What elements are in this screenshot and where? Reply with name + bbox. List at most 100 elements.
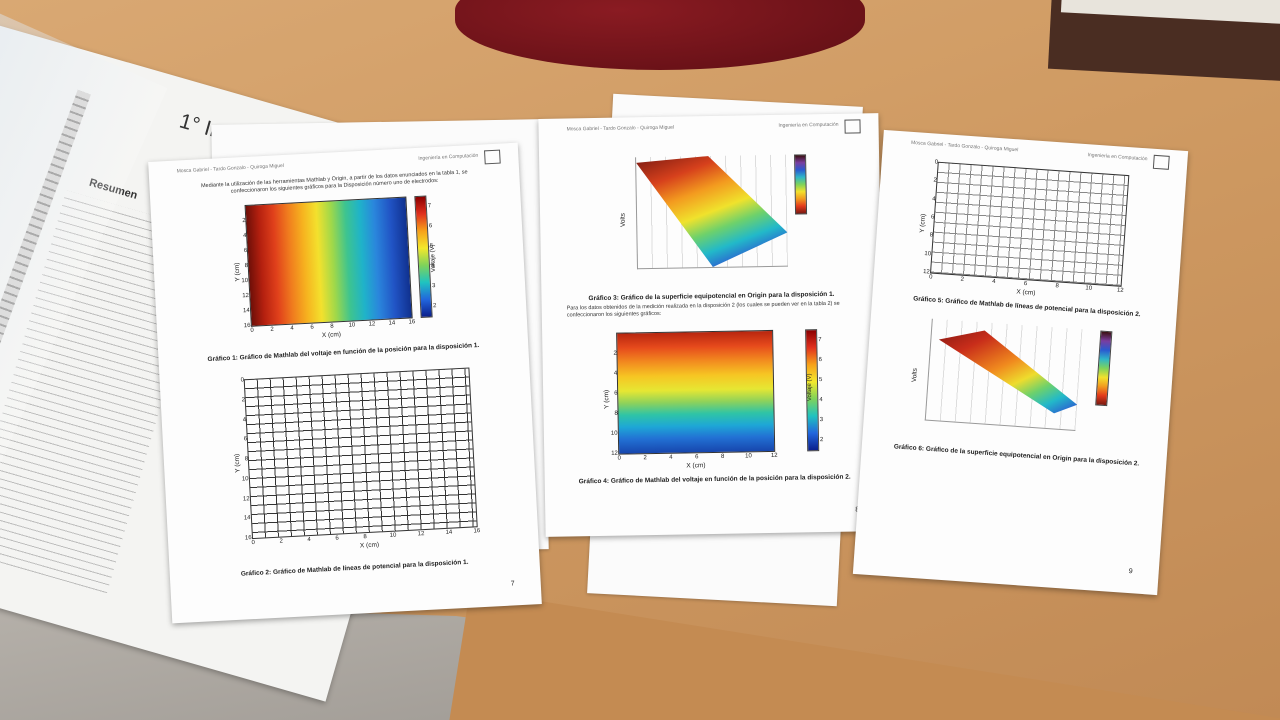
- x-tick-label: 4: [290, 325, 294, 332]
- x-tick-label: 16: [408, 319, 416, 326]
- y-axis-label: Y (cm): [603, 389, 611, 409]
- colorbar-tick-label: 5: [818, 377, 823, 384]
- intro-text: Para los datos obtenidos de la medición …: [566, 300, 840, 319]
- figure-caption: Gráfico 2: Gráfico de Mathlab de líneas …: [240, 558, 469, 578]
- x-tick-label: 14: [388, 320, 396, 327]
- x-tick-label: 8: [720, 453, 725, 460]
- y-tick-label: 10: [924, 250, 932, 258]
- y-tick-label: 16: [243, 322, 251, 330]
- x-tick-label: 14: [445, 529, 453, 536]
- x-tick-label: 8: [1055, 283, 1059, 290]
- y-tick-label: 2: [241, 397, 246, 404]
- colorbar-label: Voltaje (V): [806, 373, 814, 402]
- y-tick-label: 16: [244, 535, 252, 542]
- surface-plot: [924, 318, 1083, 431]
- y-tick-label: 4: [243, 232, 247, 240]
- y-tick-label: 12: [242, 495, 250, 502]
- y-tick-label: 12: [922, 268, 930, 276]
- y-axis-label: Y (cm): [918, 213, 928, 233]
- x-tick-label: 2: [270, 326, 274, 333]
- logo: [844, 119, 861, 134]
- y-tick-label: 2: [933, 177, 937, 185]
- page-header: Mosca Gabriel - Tardo Gonzalo - Quiroga …: [910, 139, 1019, 154]
- x-tick-label: 6: [335, 535, 339, 542]
- y-tick-label: 6: [243, 436, 248, 443]
- x-axis-label: X (cm): [686, 462, 706, 470]
- y-tick-label: 8: [244, 262, 249, 270]
- x-tick-label: 10: [745, 453, 752, 460]
- x-tick-label: 4: [992, 278, 996, 286]
- page-header: Ingeniería en Computación: [418, 152, 479, 162]
- colorbar-tick-label: 4: [819, 397, 823, 404]
- y-tick-label: 14: [243, 515, 251, 522]
- y-tick-label: 14: [242, 307, 250, 315]
- y-tick-label: 6: [614, 390, 618, 397]
- x-tick-label: 10: [348, 322, 356, 329]
- x-tick-label: 6: [695, 454, 699, 461]
- colorbar-tick-label: 6: [818, 357, 823, 364]
- y-tick-label: 10: [610, 430, 618, 437]
- page: Mosca Gabriel - Tardo Gonzalo - Quiroga …: [148, 142, 542, 624]
- y-axis-label: Y (cm): [233, 262, 242, 282]
- y-tick-label: 4: [931, 196, 936, 203]
- colorbar: [1095, 330, 1113, 407]
- x-tick-label: 4: [669, 454, 673, 461]
- surface-plot: [635, 154, 788, 270]
- colorbar-tick-label: 6: [428, 223, 433, 230]
- surface: [926, 319, 1083, 430]
- colorbar: [794, 154, 808, 215]
- figure: Volts: [908, 318, 1126, 452]
- x-tick-label: 10: [389, 532, 397, 539]
- contour-plot: 0 2 4 6 8 10 12 0 2 4 6 8 10 12: [923, 159, 1130, 294]
- y-tick-label: 0: [934, 159, 939, 166]
- desk-edge: [448, 590, 1280, 720]
- y-axis-label: Volts: [619, 212, 627, 227]
- contour-plot: 0 2 4 6 8 10 12 14 16 0 2 4 6 8 10 12 14 16: [241, 367, 481, 546]
- y-axis-label: Volts: [910, 367, 919, 383]
- y-axis-label: Y (cm): [233, 453, 242, 474]
- colorbar-label: Voltaje (V): [429, 244, 438, 273]
- x-tick-label: 10: [1085, 285, 1093, 292]
- y-tick-label: 4: [613, 370, 618, 377]
- y-tick-label: 2: [242, 217, 246, 225]
- colorbar-tick-label: 3: [819, 417, 824, 424]
- colorbar-tick-label: 2: [819, 437, 824, 444]
- x-tick-label: 2: [643, 455, 647, 462]
- x-tick-label: 16: [473, 528, 481, 535]
- y-tick-label: 12: [242, 292, 250, 300]
- y-tick-label: 10: [241, 277, 249, 285]
- page-number: 7: [510, 580, 515, 588]
- page-header: Ingeniería en Computación: [778, 121, 839, 129]
- figure: 0 2 4 6 8 10 12 0 2 4 6 8 10 12 X (cm) Y (cm): [913, 159, 1132, 305]
- page-number: 9: [1128, 568, 1133, 576]
- y-tick-label: 8: [244, 456, 249, 463]
- x-tick-label: 12: [417, 531, 425, 538]
- intro-text: Mediante la utilización de las herramien…: [200, 169, 468, 196]
- x-tick-label: 2: [960, 276, 965, 283]
- figure-caption: Gráfico 4: Gráfico de Mathlab del voltaj…: [578, 473, 851, 486]
- page-header: Mosca Gabriel - Tardo Gonzalo - Quiroga …: [566, 124, 675, 133]
- page: Mosca Gabriel - Tardo Gonzalo - Quiroga …: [538, 113, 886, 537]
- x-tick-label: 6: [310, 324, 314, 331]
- logo: [1152, 154, 1170, 170]
- colorbar-tick-label: 3: [431, 283, 436, 290]
- logo: [484, 149, 501, 165]
- x-tick-label: 2: [279, 538, 284, 545]
- x-tick-label: 4: [307, 537, 311, 544]
- x-tick-label: 12: [1116, 287, 1124, 295]
- figure: Volts: [619, 154, 821, 287]
- x-tick-label: 12: [770, 452, 778, 459]
- page-header: Mosca Gabriel - Tardo Gonzalo - Quiroga …: [176, 162, 285, 175]
- page: Mosca Gabriel - Tardo Gonzalo - Quiroga …: [852, 129, 1189, 596]
- y-tick-label: 12: [611, 450, 618, 457]
- colorbar-tick-label: 7: [427, 203, 432, 210]
- heatmap: 0 2 4 6 8 10 12 2 4 6 8 10 12: [611, 329, 778, 462]
- x-tick-label: 6: [1023, 281, 1028, 288]
- colorbar-tick-label: 7: [818, 337, 822, 344]
- x-tick-label: 8: [330, 323, 334, 330]
- y-tick-label: 6: [930, 214, 935, 221]
- colorbar-tick-label: 2: [432, 303, 437, 310]
- box: [1047, 0, 1280, 82]
